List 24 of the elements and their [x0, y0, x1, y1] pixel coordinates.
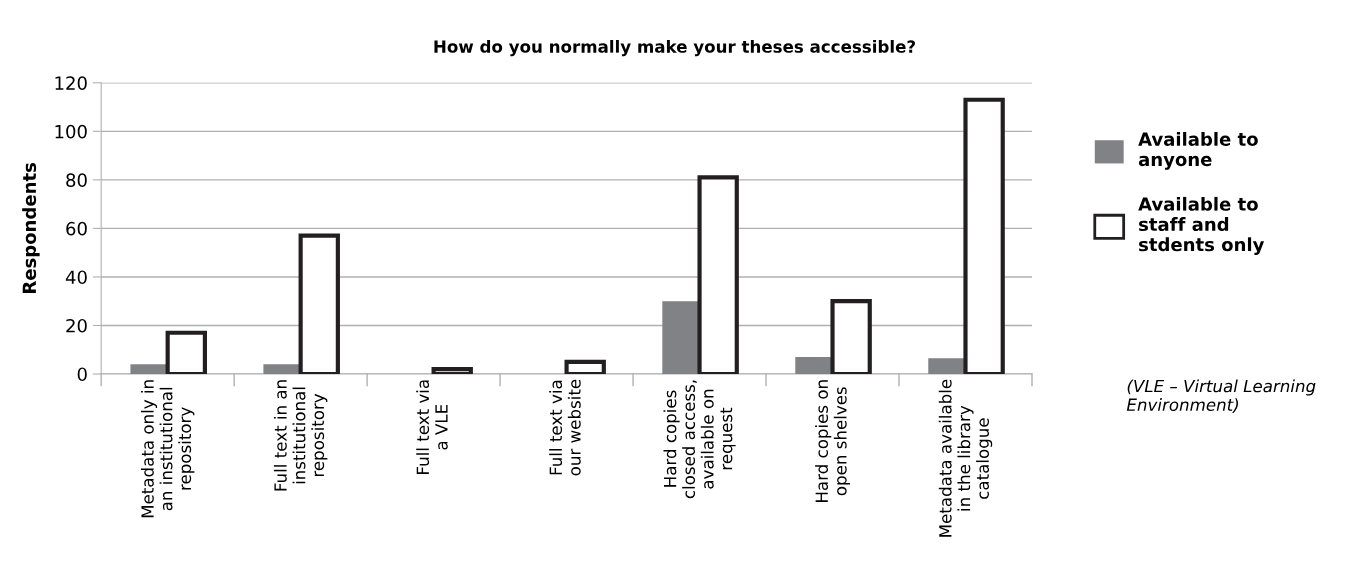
bar: [795, 357, 833, 374]
x-tick-label: Full text via our website: [549, 379, 581, 476]
x-tick-label: Full text via a VLE: [416, 380, 448, 474]
chart-title: How do you normally make your theses accessible?: [434, 39, 915, 57]
bar: [928, 358, 966, 374]
x-tick-label: Metadata only in an institutional repository: [140, 380, 195, 518]
bar: [130, 364, 168, 374]
y-tick-label: 20: [66, 318, 87, 333]
x-tick-label: Full text in an institutional repository: [273, 380, 328, 491]
y-axis-title: Respondents: [22, 163, 40, 293]
text: (VLE – Virtual Learning Environment): [1126, 379, 1316, 413]
y-tick-label: 120: [55, 76, 87, 90]
y-tick-label: 60: [66, 221, 87, 236]
legend-label: Available to anyone: [1138, 131, 1258, 170]
y-tick-label: 40: [65, 270, 87, 285]
legend-label: Available to staff and stdents only: [1138, 196, 1265, 255]
y-tick-label: 0: [77, 367, 87, 382]
bar: [263, 364, 301, 374]
x-tick-label: Metadata available in the library catalogue: [938, 379, 993, 537]
y-tick-label: 80: [66, 173, 87, 187]
y-tick-label: 100: [55, 124, 87, 139]
bar: [662, 301, 700, 374]
x-tick-label: Hard copies closed access, available on request: [663, 380, 736, 499]
x-tick-label: Hard copies on open shelves: [815, 380, 850, 502]
